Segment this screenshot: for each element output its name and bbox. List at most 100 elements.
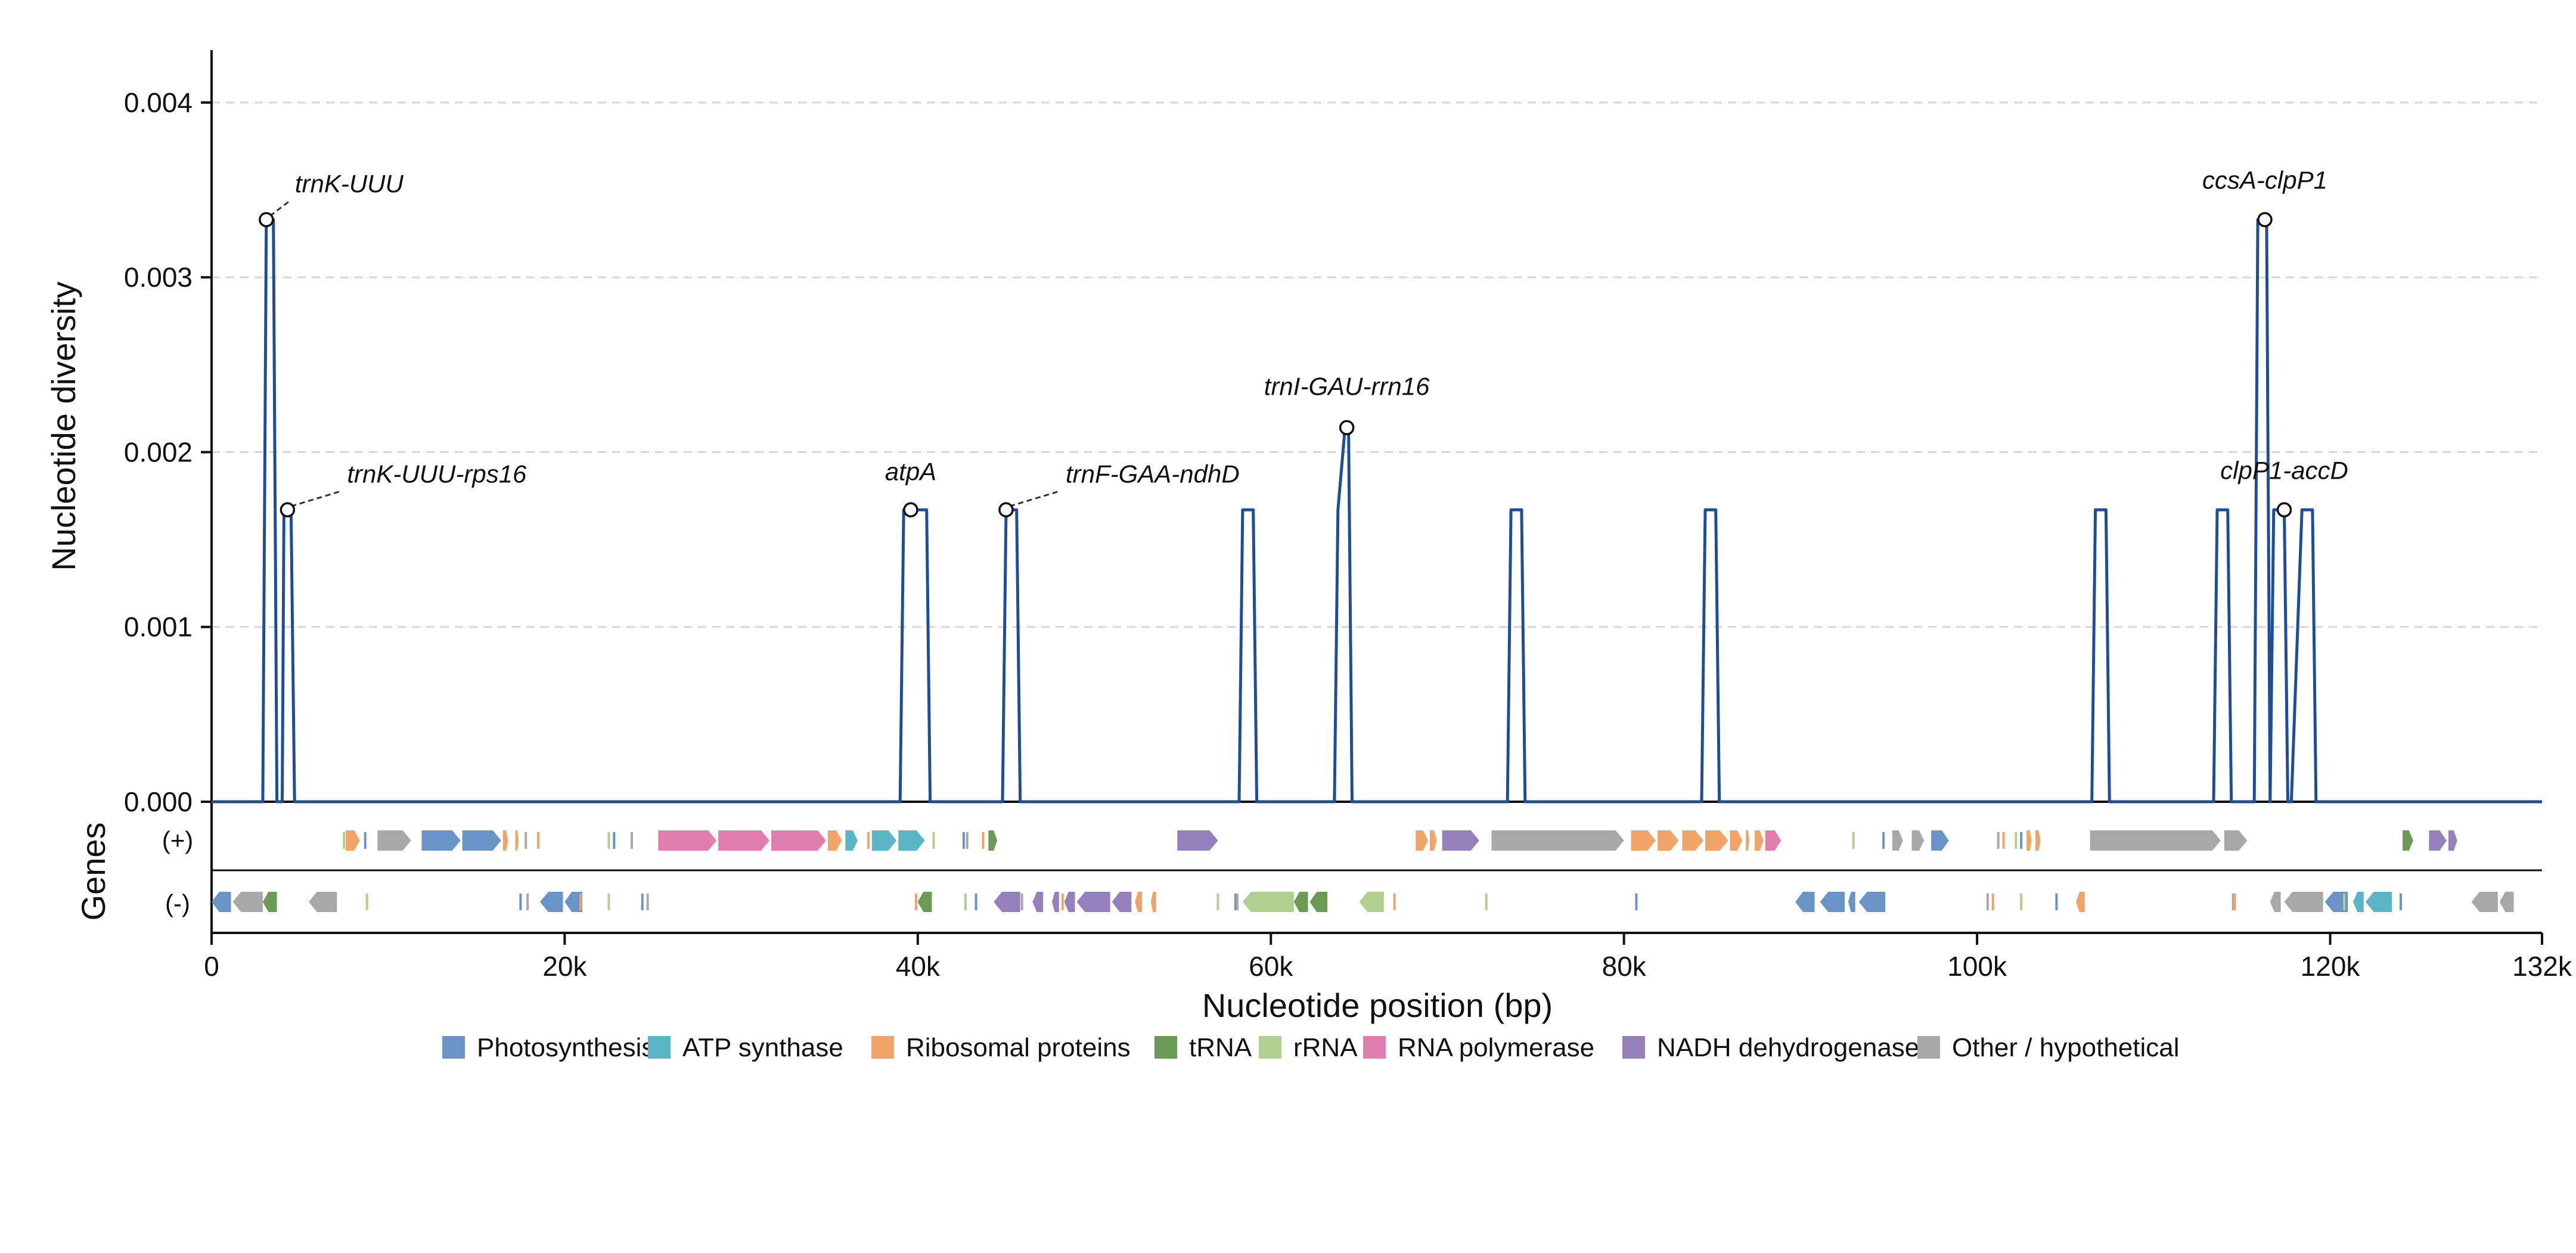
gene-plus-strand (988, 830, 998, 851)
gene-minus-strand (1795, 892, 1815, 912)
gene-plus-small (2002, 832, 2005, 849)
gene-plus-strand (346, 830, 360, 851)
gene-plus-strand (771, 830, 826, 851)
x-tick-label: 60k (1249, 951, 1293, 982)
gene-minus-small (607, 894, 610, 910)
y-tick-label: 0.002 (124, 436, 193, 467)
gene-minus-strand (2270, 892, 2281, 912)
gene-plus-strand (1705, 830, 1728, 851)
gene-minus-strand (540, 892, 563, 912)
gene-plus-strand (1730, 830, 1743, 851)
legend-label: rRNA (1293, 1033, 1358, 1062)
gene-plus-small (1882, 832, 1885, 849)
gene-plus-strand (1682, 830, 1703, 851)
y-tick-label: 0.004 (124, 87, 193, 118)
diversity-line (212, 218, 2542, 804)
gene-plus-strand (2026, 830, 2032, 851)
peak-marker (903, 502, 918, 518)
y-tick-label: 0.003 (124, 262, 193, 293)
gene-plus-strand (2403, 830, 2413, 851)
gene-minus-small (1020, 894, 1023, 910)
gene-minus-small (1986, 894, 1989, 910)
gene-minus-small (641, 894, 644, 910)
peak-leader-line (1009, 489, 1062, 507)
gene-plus-strand (1931, 830, 1949, 851)
legend-swatch (1622, 1036, 1645, 1059)
gene-minus-strand (1135, 892, 1142, 912)
gene-plus-strand (1631, 830, 1656, 851)
gene-plus-strand (898, 830, 925, 851)
gene-minus-small (519, 894, 522, 910)
gene-minus-strand (1309, 892, 1328, 912)
gene-plus-strand (718, 830, 769, 851)
gene-minus-strand (1293, 892, 1308, 912)
gene-plus-strand (515, 830, 519, 851)
peak-leader-line (290, 489, 343, 507)
gene-plus-strand (1491, 830, 1624, 851)
gene-track-title: Genes (75, 823, 112, 921)
legend-swatch (1259, 1036, 1281, 1059)
legend-swatch (442, 1036, 465, 1059)
gene-minus-small (914, 894, 917, 910)
gene-minus-small (2055, 894, 2058, 910)
gene-minus-small (1635, 894, 1638, 910)
gene-minus-strand (212, 892, 231, 912)
gene-minus-small (579, 894, 582, 910)
legend-label: RNA polymerase (1398, 1033, 1594, 1062)
peak-label: atpA (885, 457, 936, 485)
gene-plus-strand (2224, 830, 2248, 851)
peak-marker (1339, 420, 1355, 436)
x-tick-label: 20k (542, 951, 587, 982)
gene-minus-strand (1112, 892, 1132, 912)
diversity-series (212, 218, 2542, 804)
gene-plus-strand (1765, 830, 1782, 851)
gene-plus-small (613, 832, 616, 849)
gene-plus-small (932, 832, 935, 849)
gene-minus-strand (308, 892, 337, 912)
legend: Photosynthesis ATP synthase Ribosomal prot… (442, 1033, 2180, 1062)
gene-plus-strand (1892, 830, 1903, 851)
gene-minus-small (1236, 894, 1239, 910)
legend-label: Ribosomal proteins (906, 1033, 1131, 1062)
peak-marker (2257, 212, 2273, 228)
peak-label: trnF-GAA-ndhD (1066, 460, 1240, 488)
gene-plus-small (1997, 832, 2000, 849)
x-tick-label: 40k (896, 951, 941, 982)
gene-minus-strand (1052, 892, 1059, 912)
gene-minus-strand (1242, 892, 1294, 912)
y-tick-label: 0.000 (124, 786, 193, 817)
gene-plus-small (364, 832, 367, 849)
peak-marker (280, 502, 296, 518)
peak-annotations: trnK-UUU trnK-UUU-rps16 atpA trnF-GAA-ndhD t… (259, 166, 2348, 518)
gene-minus-strand (564, 892, 582, 912)
x-axis-title: Nucleotide position (bp) (1202, 987, 1553, 1024)
gene-minus-small (1234, 894, 1237, 910)
gene-minus-strand (994, 892, 1020, 912)
gene-minus-small (2343, 894, 2346, 910)
gene-plus-strand (502, 830, 508, 851)
gene-minus-small (1393, 894, 1396, 910)
peak-label: trnI-GAU-rrn16 (1264, 372, 1430, 400)
gene-minus-small (974, 894, 977, 910)
x-tick-label: 100k (1947, 951, 2007, 982)
gene-plus-strand (377, 830, 411, 851)
gene-plus-strand (2035, 830, 2041, 851)
peak-label: ccsA-clpP1 (2202, 166, 2327, 194)
gene-minus-strand (2365, 892, 2392, 912)
x-tick-label: 132k (2512, 951, 2572, 982)
gene-plus-small (607, 832, 610, 849)
gene-minus-strand (262, 892, 277, 912)
legend-label: NADH dehydrogenase (1657, 1033, 1919, 1062)
gene-minus-small (646, 894, 649, 910)
gene-minus-small (526, 894, 529, 910)
gene-plus-small (536, 832, 539, 849)
gene-minus-small (2232, 894, 2234, 910)
gene-plus-strand (1911, 830, 1925, 851)
gene-minus-small (964, 894, 967, 910)
legend-label: ATP synthase (682, 1033, 843, 1062)
x-tick-label: 120k (2301, 951, 2361, 982)
minus-strand-label: (-) (165, 889, 190, 917)
gene-plus-small (966, 832, 969, 849)
peak-marker (998, 502, 1014, 518)
gene-plus-small (982, 832, 985, 849)
